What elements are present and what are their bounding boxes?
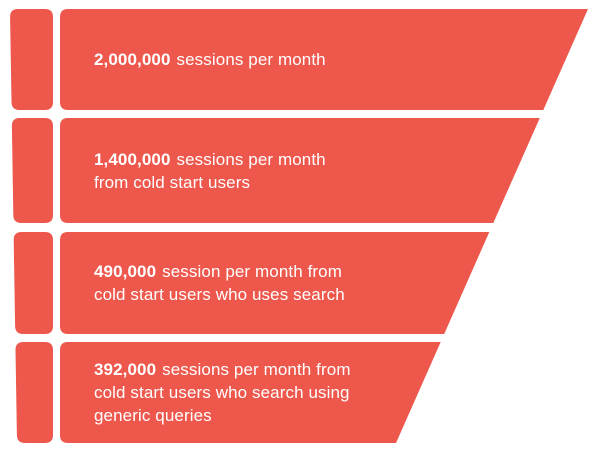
funnel-stage-1-bar-shape [60,9,588,110]
funnel-stage-3-bar-shape [60,232,490,334]
funnel-stage-4-label: 392,000 sessions per month from cold star… [94,342,494,443]
funnel-stage-2-text: sessions per month [176,149,326,169]
funnel-stage-4-line-1: 392,000 sessions per month from [94,358,494,381]
funnel-stage-1-label: 2,000,000 sessions per month [94,9,494,110]
funnel-stage-3-text: session per month from [162,262,342,281]
funnel-stage-2-line-2: from cold start users [94,172,251,192]
funnel-stage-4-line-2: cold start users who search using [94,383,350,402]
funnel-stage-3-tab-shape [13,232,53,334]
funnel-stage-2-value: 1,400,000 [94,149,171,169]
funnel-stage-3-value: 490,000 [94,262,157,281]
funnel-stage-2-tab-shape [11,118,53,223]
funnel-stage-2-line-1: 1,400,000 sessions per month [94,148,494,171]
funnel-stage-1-tab-shape [10,9,53,110]
funnel-stage-4-value: 392,000 [94,360,157,379]
funnel-stage-3-label: 490,000 session per month from cold start… [94,232,494,334]
funnel-stage-4-bar-shape [60,342,441,443]
funnel-stage-2-label: 1,400,000 sessions per month from cold st… [94,118,494,223]
funnel-stage-3-line-2: cold start users who uses search [94,285,345,304]
funnel-stage-4-text: sessions per month from [162,360,351,379]
funnel-stage-4-tab-shape [15,342,54,443]
funnel-stage-3-line-1: 490,000 session per month from [94,260,494,283]
funnel-stage-1-value: 2,000,000 [94,50,171,69]
funnel-stage-4-line-3: generic queries [94,406,212,425]
funnel-stage-1-line-1: 2,000,000 sessions per month [94,48,494,71]
funnel-stage-2-bar-shape [60,118,540,223]
funnel-stage-1-text: sessions per month [176,50,326,69]
